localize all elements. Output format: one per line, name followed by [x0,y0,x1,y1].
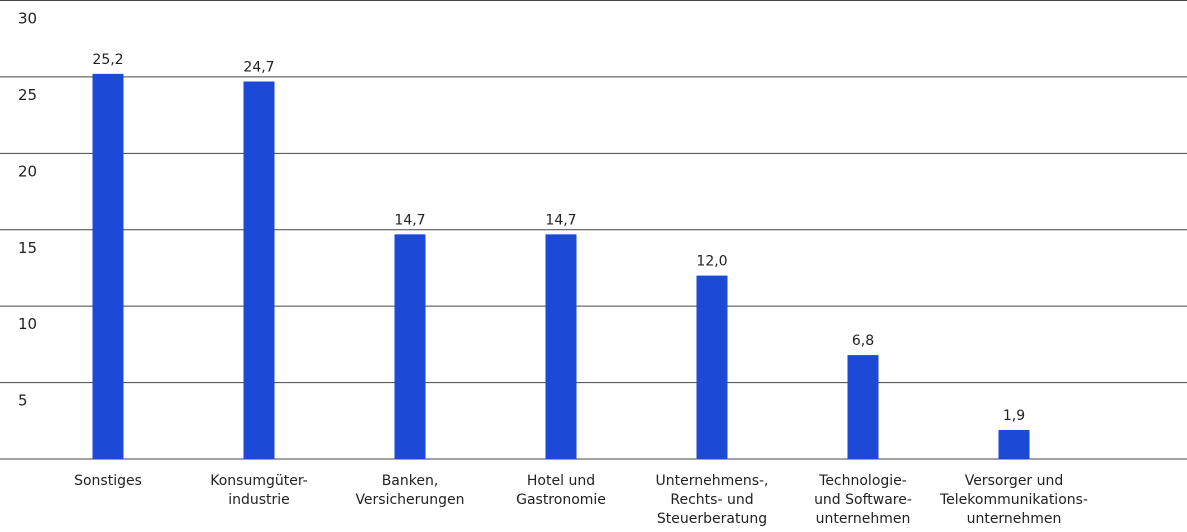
bar [92,73,124,460]
y-tick-label: 10 [18,315,37,333]
y-tick-label: 20 [18,162,37,180]
x-tick-label: Technologie- und Software- unternehmen [814,473,912,527]
bar [545,234,577,459]
bar [847,355,879,459]
bar [998,429,1030,459]
x-tick-label: Hotel und Gastronomie [516,473,606,508]
value-label: 14,7 [394,212,425,228]
y-tick-label: 5 [18,392,28,410]
x-tick-label: Banken, Versicherungen [355,473,465,508]
bar [243,81,275,460]
x-tick-label: Sonstiges [74,473,142,489]
value-label: 24,7 [243,60,274,76]
value-label: 25,2 [92,52,123,68]
value-label: 12,0 [696,254,727,270]
value-label: 14,7 [545,212,576,228]
y-tick-label: 30 [18,10,37,28]
y-tick-label: 15 [18,239,37,257]
x-tick-label: Konsumgüter- industrie [210,473,308,508]
bar [696,275,728,459]
y-tick-label: 25 [18,86,37,104]
value-label: 6,8 [852,333,874,349]
x-tick-label: Unternehmens-, Rechts- und Steuerberatun… [655,473,769,527]
bar [394,234,426,459]
value-label: 1,9 [1003,408,1025,424]
x-tick-label: Versorger und Telekommunikations- untern… [940,473,1088,527]
